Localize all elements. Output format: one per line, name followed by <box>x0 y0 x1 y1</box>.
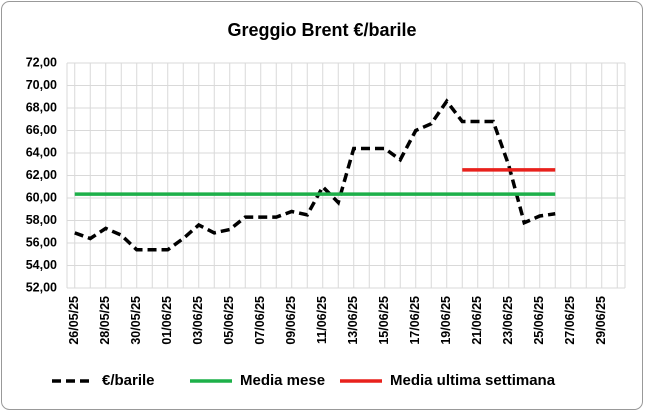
y-tick-label: 60,00 <box>26 190 57 204</box>
y-tick-label: 54,00 <box>26 258 57 272</box>
y-tick-label: 70,00 <box>26 78 57 92</box>
y-tick-label: 64,00 <box>26 145 57 159</box>
y-tick-label: 62,00 <box>26 168 57 182</box>
y-tick-label: 72,00 <box>26 55 57 69</box>
x-tick-label: 17/06/25 <box>408 296 422 345</box>
x-tick-label: 01/06/25 <box>160 296 174 345</box>
x-tick-label: 26/05/25 <box>67 296 81 345</box>
x-tick-label: 07/06/25 <box>253 296 267 345</box>
y-tick-label: 68,00 <box>26 100 57 114</box>
x-tick-label: 29/06/25 <box>594 296 608 345</box>
x-tick-label: 27/06/25 <box>563 296 577 345</box>
y-tick-label: 58,00 <box>26 213 57 227</box>
x-tick-label: 19/06/25 <box>439 296 453 345</box>
legend-label: Media ultima settimana <box>390 372 556 389</box>
y-tick-label: 56,00 <box>26 235 57 249</box>
series-line <box>74 98 556 252</box>
x-tick-label: 21/06/25 <box>470 296 484 345</box>
chart-title: Greggio Brent €/barile <box>227 20 416 40</box>
x-tick-label: 09/06/25 <box>284 296 298 345</box>
x-tick-label: 11/06/25 <box>315 296 329 344</box>
legend-label: Media mese <box>240 372 325 389</box>
y-tick-label: 52,00 <box>26 280 57 294</box>
x-tick-label: 28/05/25 <box>98 296 112 345</box>
x-tick-label: 05/06/25 <box>222 296 236 345</box>
x-tick-label: 25/06/25 <box>532 296 546 345</box>
x-tick-label: 13/06/25 <box>346 296 360 345</box>
x-tick-label: 30/05/25 <box>129 296 143 345</box>
x-tick-label: 23/06/25 <box>501 296 515 345</box>
x-tick-label: 03/06/25 <box>191 296 205 345</box>
legend-label: €/barile <box>102 372 155 389</box>
x-tick-label: 15/06/25 <box>377 296 391 345</box>
y-tick-label: 66,00 <box>26 123 57 137</box>
